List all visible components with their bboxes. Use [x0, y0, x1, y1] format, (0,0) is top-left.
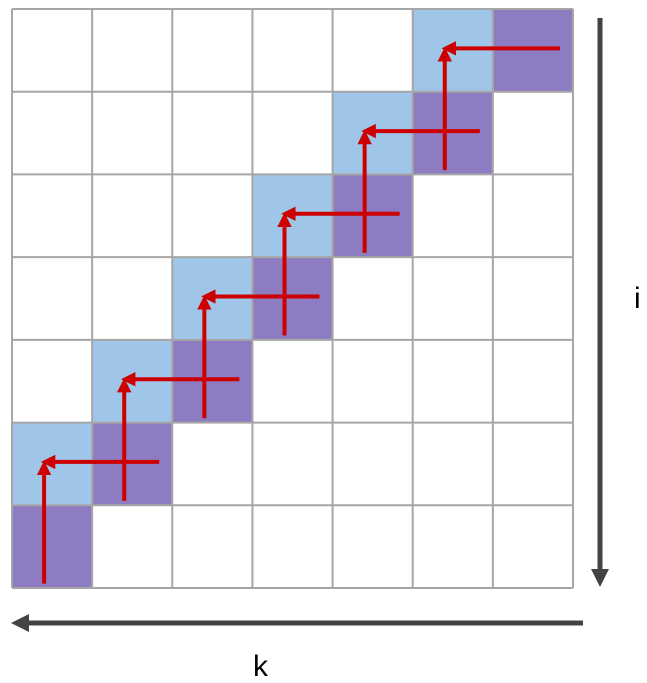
dependency-cell — [12, 422, 93, 506]
axes — [11, 18, 609, 632]
k-axis-label: k — [253, 650, 268, 683]
current-cell — [12, 505, 93, 588]
cells-layer — [12, 9, 573, 588]
gridlines — [11, 8, 574, 589]
i-axis-label: i — [634, 282, 641, 315]
dependency-arrows — [36, 41, 560, 584]
current-cell — [92, 422, 173, 506]
